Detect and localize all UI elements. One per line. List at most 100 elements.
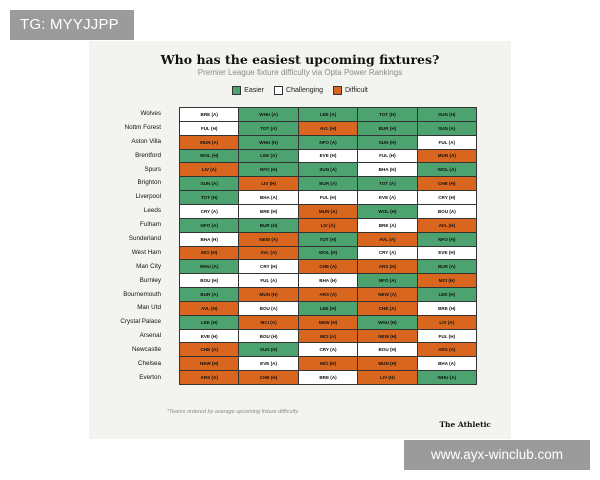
brand-logo-text: The Athletic [439, 420, 491, 429]
fixture-cell: BOU (A) [417, 204, 476, 218]
fixture-cell: MUN (H) [358, 357, 417, 371]
fixture-cell: CHE (A) [298, 260, 358, 274]
fixture-cell: SUN (H) [239, 343, 298, 357]
fixture-cell: LEE (A) [239, 149, 298, 163]
fixture-cell: BOU (H) [180, 274, 239, 288]
team-label: Brentford [135, 151, 161, 159]
fixture-cell: WOL (H) [298, 246, 358, 260]
fixture-cell: NFO (A) [180, 218, 239, 232]
fixture-cell: ARS (A) [298, 288, 358, 301]
fixture-cell: BRE (A) [180, 108, 239, 121]
fixture-cell: MCI (H) [417, 274, 476, 288]
fixture-cell: BOU (H) [358, 343, 417, 357]
fixture-cell: NFO (H) [239, 163, 298, 177]
fixture-cell: TOT (A) [239, 121, 298, 135]
fixture-cell: NEW (H) [298, 315, 358, 329]
fixture-cell: BHA (H) [298, 274, 358, 288]
team-label: Wolves [140, 110, 161, 117]
fixture-cell: NFO (A) [358, 274, 417, 288]
team-label: Burnley [139, 276, 161, 284]
fixture-cell: TOT (H) [358, 108, 417, 121]
team-label: Chelsea [137, 360, 161, 368]
fixture-cell: FUL (H) [180, 121, 239, 135]
fixture-cell: EVE (H) [298, 149, 358, 163]
fixture-cell: NFO (H) [417, 232, 476, 246]
fixture-cell: WOL (A) [417, 163, 476, 177]
fixture-cell: WOL (H) [358, 204, 417, 218]
team-label: Arsenal [139, 332, 161, 340]
fixture-cell: WHU (H) [358, 315, 417, 329]
fixture-cell: LEE (H) [417, 288, 476, 301]
fixture-cell: CRY (H) [239, 260, 298, 274]
fixture-cell: LIV (A) [417, 315, 476, 329]
fixture-cell: TOT (H) [180, 191, 239, 204]
team-label: Man City [136, 262, 161, 270]
fixture-cell: BHA (H) [358, 163, 417, 177]
fixture-cell: AVL (A) [358, 232, 417, 246]
fixture-cell: MUN (H) [239, 288, 298, 301]
fixture-cell: BUR (A) [298, 177, 358, 191]
fixture-cell: FUL (H) [358, 149, 417, 163]
team-label: Liverpool [135, 193, 161, 201]
fixture-cell: ARS (A) [180, 371, 239, 384]
fixture-cell: BHA (H) [180, 232, 239, 246]
team-label: Newcastle [131, 346, 161, 354]
fixture-cell: AVL (H) [417, 218, 476, 232]
footnote: *Teams ordered by average upcoming fixtu… [167, 409, 298, 415]
team-labels: Wolves Nottm Forest Aston Villa Brentford Sp… [89, 107, 167, 385]
fixture-cell: WHU (H) [239, 135, 298, 149]
legend-swatch-difficult [333, 86, 342, 95]
fixture-cell: MCI (H) [180, 246, 239, 260]
fixture-cell: ARS (H) [358, 260, 417, 274]
fixture-cell: FUL (A) [239, 274, 298, 288]
fixture-cell: FUL (A) [417, 135, 476, 149]
fixture-cell: BUR (H) [358, 121, 417, 135]
fixture-cell: CRY (A) [358, 246, 417, 260]
fixture-cell: WHU (A) [417, 371, 476, 384]
fixture-cell: CHE (A) [180, 343, 239, 357]
fixture-cell: BRE (H) [239, 204, 298, 218]
fixture-cell: CHE (A) [358, 301, 417, 315]
fixture-cell: BRE (H) [417, 301, 476, 315]
fixture-cell: LEE (H) [180, 315, 239, 329]
fixture-cell: SUN (A) [180, 177, 239, 191]
fixture-cell: MCI (H) [298, 357, 358, 371]
fixture-cell: MCI (A) [298, 329, 358, 343]
legend-item-difficult: Difficult [333, 86, 368, 95]
legend-swatch-challenging [274, 86, 284, 95]
fixture-cell: LIV (H) [239, 177, 298, 191]
fixture-cell: BUR (H) [239, 218, 298, 232]
fixture-cell: NFO (A) [298, 135, 358, 149]
team-label: Fulham [140, 221, 161, 229]
fixture-cell: AVL (H) [180, 301, 239, 315]
team-label: Aston Villa [131, 137, 161, 145]
fixture-cell: CRY (A) [180, 204, 239, 218]
fixture-cell: TOT (H) [298, 232, 358, 246]
fixture-cell: WOL (H) [180, 149, 239, 163]
fixture-cell: LIV (A) [298, 218, 358, 232]
legend-swatch-easier [232, 86, 242, 95]
fixture-chart-card: Who has the easiest upcoming fixtures? P… [89, 41, 511, 439]
fixture-grid: BRE (A) WHU (A) LEE (A) TOT (H) SUN (H) FUL (… [179, 107, 477, 385]
fixture-cell: SUN (H) [358, 135, 417, 149]
fixture-cell: BUR (A) [417, 260, 476, 274]
fixture-cell: BRE (A) [358, 218, 417, 232]
fixture-cell: NEW (A) [358, 288, 417, 301]
fixture-cell: EVE (H) [180, 329, 239, 343]
watermark-bottom: www.ayx-winclub.com [404, 440, 590, 470]
chart-title: Who has the easiest upcoming fixtures? [160, 52, 440, 67]
fixture-cell: ARS (A) [417, 343, 476, 357]
fixture-cell: WHU (A) [239, 108, 298, 121]
fixture-cell: FUL (H) [298, 191, 358, 204]
fixture-cell: CHE (H) [239, 371, 298, 384]
fixture-cell: BRE (A) [298, 371, 358, 384]
fixture-cell: MCI (A) [239, 315, 298, 329]
fixture-cell: TOT (A) [358, 177, 417, 191]
fixture-cell: EVE (A) [239, 357, 298, 371]
chart-subtitle: Premier League fixture difficulty via Op… [197, 68, 403, 77]
fixture-cell: SUN (A) [298, 163, 358, 177]
fixture-cell: FUL (H) [417, 329, 476, 343]
legend-item-challenging: Challenging [274, 86, 323, 95]
fixture-cell: EVE (A) [358, 191, 417, 204]
legend-label-difficult: Difficult [345, 87, 368, 94]
